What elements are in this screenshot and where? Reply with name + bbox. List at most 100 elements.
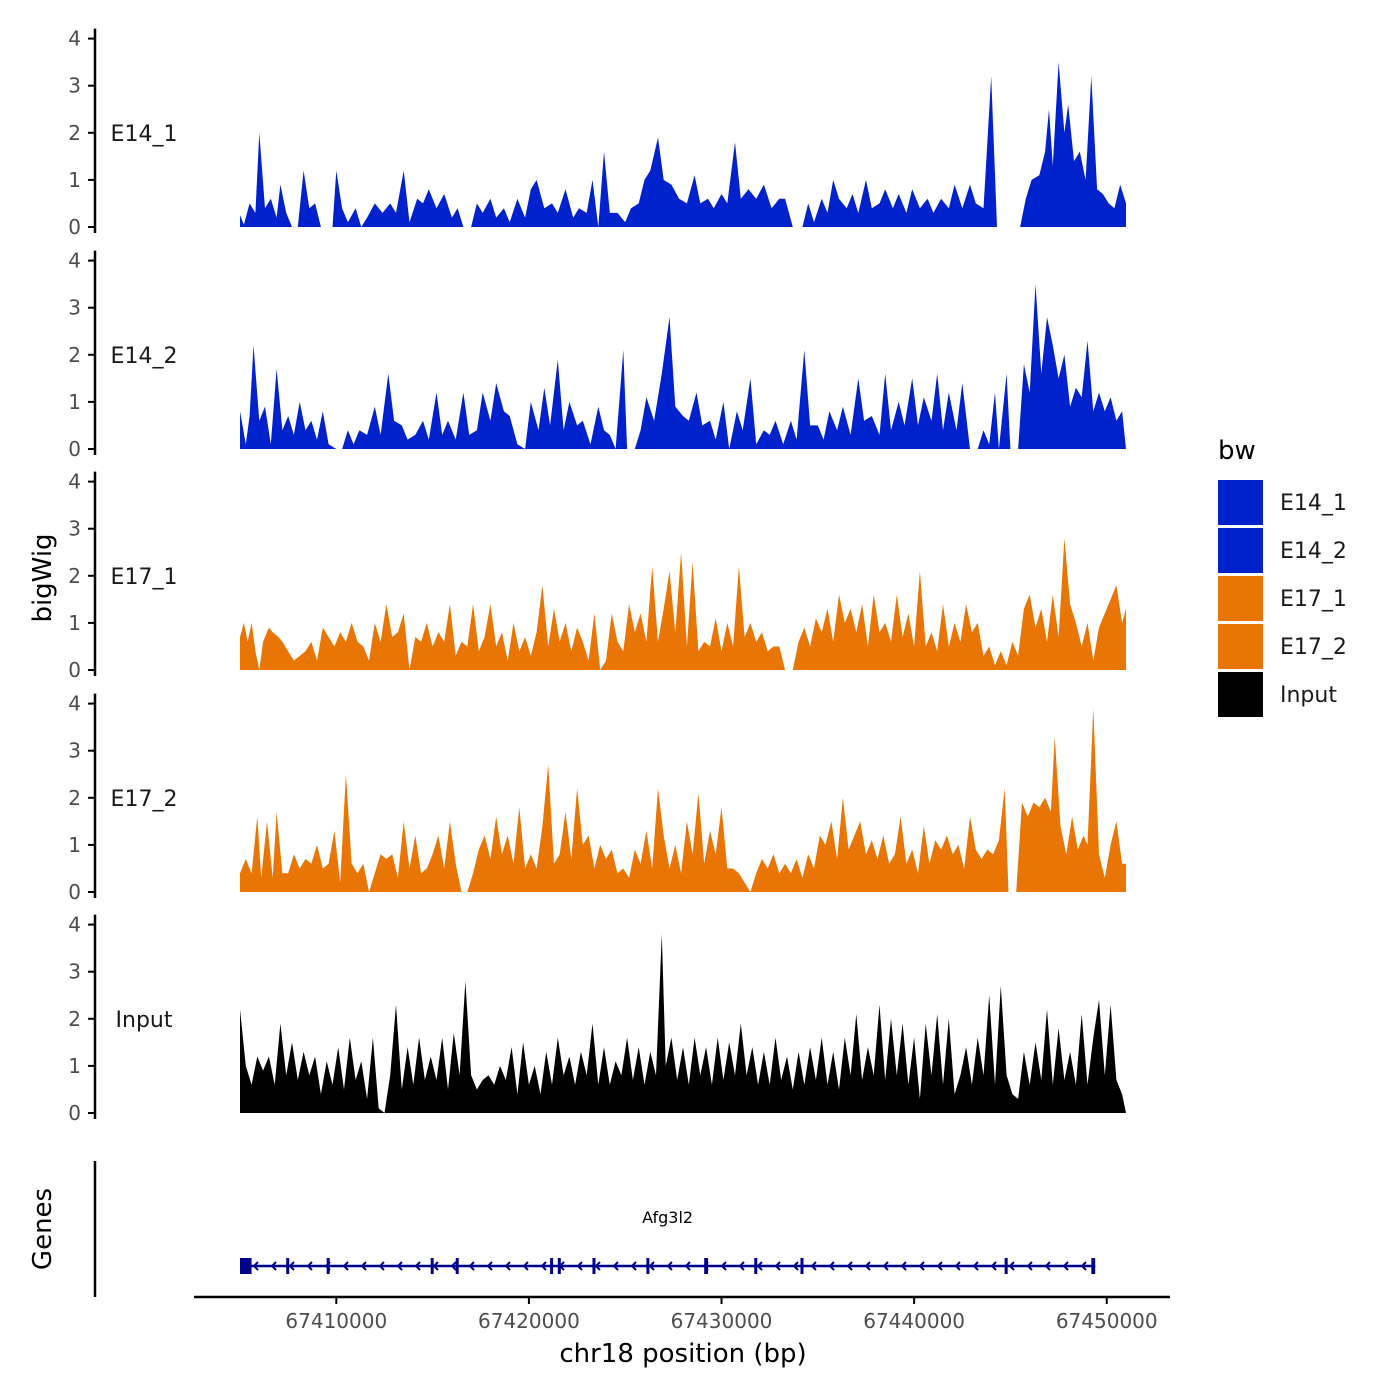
- strand-arrow: [396, 1261, 403, 1271]
- strand-arrow: [900, 1261, 907, 1271]
- area-e17-1: [240, 538, 1126, 670]
- track-e14-1: 0 1 2 3 4 E14_1: [68, 27, 1126, 239]
- exon-9: [646, 1258, 650, 1274]
- strand-arrow: [594, 1261, 601, 1271]
- genes-axis-title: Genes: [28, 1188, 58, 1270]
- y-tick-label-e17-2-3: 3: [68, 739, 81, 763]
- y-tick-label-input-1: 1: [68, 1054, 81, 1078]
- track-label-input: Input: [116, 1008, 173, 1033]
- y-tick-label-e14-2-4: 4: [68, 249, 81, 273]
- strand-arrow: [774, 1261, 781, 1271]
- strand-arrow: [738, 1261, 745, 1271]
- y-tick-label-e14-2-0: 0: [68, 437, 81, 461]
- y-tick-label-e17-1-4: 4: [68, 470, 81, 494]
- exon-12: [800, 1258, 804, 1274]
- x-tick-label-67430000: 67430000: [671, 1309, 773, 1333]
- legend-label-e17-2: E17_2: [1280, 635, 1347, 660]
- x-tick-label-67440000: 67440000: [863, 1309, 965, 1333]
- y-tick-label-e14-1-0: 0: [68, 215, 81, 239]
- strand-arrow: [954, 1261, 961, 1271]
- y-tick-label-e14-2-2: 2: [68, 343, 81, 367]
- exon-13: [1004, 1258, 1008, 1274]
- legend-swatch-e17-1: [1218, 576, 1263, 621]
- strand-arrow: [1008, 1261, 1015, 1271]
- strand-arrow: [828, 1261, 835, 1271]
- track-label-e17-2: E17_2: [111, 787, 178, 812]
- area-e14-2: [240, 284, 1126, 449]
- exon-3: [326, 1258, 330, 1274]
- y-tick-label-e14-1-1: 1: [68, 168, 81, 192]
- strand-arrow: [756, 1261, 763, 1271]
- track-input: 0 1 2 3 4 Input: [68, 913, 1126, 1125]
- legend-swatch-e17-2: [1218, 624, 1263, 669]
- strand-arrow: [522, 1261, 529, 1271]
- strand-arrow: [1062, 1261, 1069, 1271]
- y-tick-label-e14-1-4: 4: [68, 27, 81, 51]
- gene-label-afg3l2: Afg3l2: [642, 1208, 693, 1227]
- legend-swatch-input: [1218, 672, 1263, 717]
- tracks-layer: 0 1 2 3 4 E14_1 0 1 2 3 4 E14_2 0 1 2 3 4 E17_1 0 1 2 3 4 E17_2…: [68, 27, 1126, 1125]
- gene-afg3l2: Afg3l2: [240, 1208, 1096, 1274]
- exon-11: [754, 1258, 758, 1274]
- strand-arrow: [306, 1261, 313, 1271]
- area-input: [240, 934, 1126, 1113]
- exon-8: [592, 1258, 596, 1274]
- x-axis: 67410000 67420000 67430000 67440000 67450000: [194, 1295, 1170, 1333]
- strand-arrow: [1044, 1261, 1051, 1271]
- y-tick-label-e17-1-0: 0: [68, 658, 81, 682]
- strand-arrow: [1080, 1261, 1087, 1271]
- track-label-e17-1: E17_1: [111, 565, 178, 590]
- area-e14-1: [240, 62, 1126, 228]
- strand-arrow: [378, 1261, 385, 1271]
- x-axis-title: chr18 position (bp): [559, 1339, 806, 1369]
- strand-arrow: [288, 1261, 295, 1271]
- y-tick-label-e17-2-4: 4: [68, 692, 81, 716]
- legend: bw E14_1 E14_2 E17_1 E17_2 Input: [1218, 436, 1347, 717]
- exon-7: [557, 1258, 561, 1274]
- strand-arrow: [684, 1261, 691, 1271]
- legend-swatch-e14-2: [1218, 528, 1263, 573]
- y-tick-label-e14-2-3: 3: [68, 296, 81, 320]
- y-tick-label-e17-1-2: 2: [68, 564, 81, 588]
- y-tick-label-e17-2-1: 1: [68, 833, 81, 857]
- y-tick-label-input-3: 3: [68, 960, 81, 984]
- strand-arrow: [846, 1261, 853, 1271]
- y-tick-label-input-2: 2: [68, 1007, 81, 1031]
- exon-10: [704, 1258, 709, 1274]
- exon-14: [1091, 1258, 1096, 1274]
- x-tick-label-67410000: 67410000: [285, 1309, 387, 1333]
- strand-arrow: [612, 1261, 619, 1271]
- y-tick-label-e17-2-2: 2: [68, 786, 81, 810]
- strand-arrow: [342, 1261, 349, 1271]
- strand-arrow: [486, 1261, 493, 1271]
- legend-label-e14-2: E14_2: [1280, 539, 1347, 564]
- legend-label-e17-1: E17_1: [1280, 587, 1347, 612]
- x-tick-label-67420000: 67420000: [478, 1309, 580, 1333]
- track-e17-2: 0 1 2 3 4 E17_2: [68, 692, 1126, 904]
- y-tick-label-e14-1-3: 3: [68, 74, 81, 98]
- strand-arrow: [1026, 1261, 1033, 1271]
- strand-arrow: [972, 1261, 979, 1271]
- track-e17-1: 0 1 2 3 4 E17_1: [68, 470, 1126, 682]
- legend-label-e14-1: E14_1: [1280, 491, 1347, 516]
- strand-arrow: [540, 1261, 547, 1271]
- strand-arrow: [666, 1261, 673, 1271]
- track-e14-2: 0 1 2 3 4 E14_2: [68, 249, 1126, 461]
- y-tick-label-e17-1-1: 1: [68, 611, 81, 635]
- exon-4: [430, 1258, 434, 1274]
- track-label-e14-2: E14_2: [111, 344, 178, 369]
- strand-arrow: [864, 1261, 871, 1271]
- x-tick-label-67450000: 67450000: [1056, 1309, 1158, 1333]
- exon-6: [550, 1258, 554, 1274]
- strand-arrow: [792, 1261, 799, 1271]
- y-tick-label-input-0: 0: [68, 1101, 81, 1125]
- strand-arrow: [630, 1261, 637, 1271]
- strand-arrow: [504, 1261, 511, 1271]
- y-tick-label-e14-1-2: 2: [68, 121, 81, 145]
- exon-2: [286, 1258, 290, 1274]
- strand-arrow: [918, 1261, 925, 1271]
- strand-arrow: [576, 1261, 583, 1271]
- strand-arrow: [432, 1261, 439, 1271]
